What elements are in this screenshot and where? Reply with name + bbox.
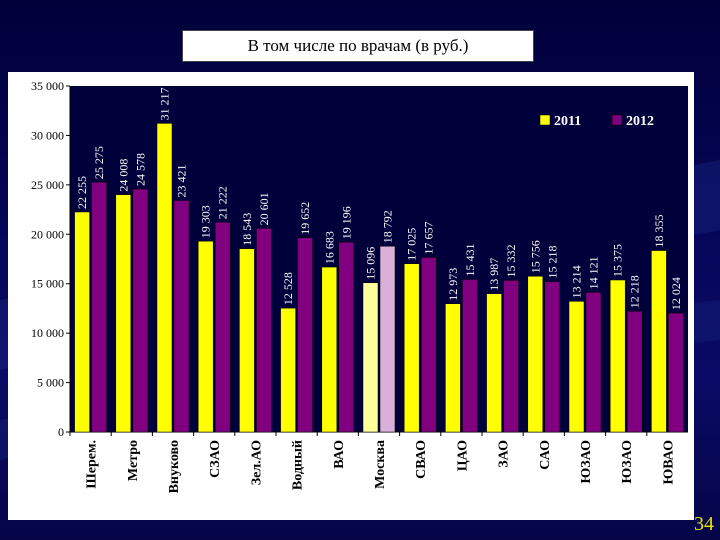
data-label: 17 657	[422, 221, 436, 254]
category-label: СВАО	[414, 440, 429, 479]
data-label: 18 355	[652, 215, 666, 248]
data-label: 20 601	[257, 192, 271, 225]
data-label: 12 024	[669, 277, 683, 310]
data-label: 24 008	[116, 159, 130, 192]
bar-2012-10	[462, 279, 478, 433]
category-label: СЗАО	[208, 440, 223, 478]
data-label: 18 792	[381, 210, 395, 243]
y-tick-label: 20 000	[31, 227, 64, 241]
data-label: 18 543	[240, 213, 254, 246]
data-label: 12 528	[281, 272, 295, 305]
data-label: 15 332	[504, 244, 518, 277]
category-label: Шерем.	[85, 440, 100, 489]
bar-2011-1	[74, 211, 90, 433]
bar-2012-11	[503, 280, 519, 433]
data-label: 31 217	[158, 87, 172, 120]
category-label: Водный	[291, 440, 306, 490]
category-label: Метро	[126, 440, 141, 481]
plot-background	[70, 86, 688, 432]
slide-title: В том числе по врачам (в руб.)	[247, 36, 469, 55]
title-box: В том числе по врачам (в руб.)	[182, 30, 534, 62]
category-label: Зел.АО	[249, 440, 264, 485]
y-tick-label: 10 000	[31, 326, 64, 340]
data-label: 25 275	[92, 146, 106, 179]
legend-swatch	[611, 114, 623, 126]
bar-2011-12	[527, 275, 544, 433]
bar-2012-15	[668, 312, 684, 433]
data-label: 12 973	[446, 268, 460, 301]
data-label: 15 431	[463, 243, 477, 276]
bar-2011-11	[486, 293, 502, 433]
category-label: ЮЗАО	[620, 440, 635, 484]
bar-2011-3	[156, 123, 173, 433]
bar-2011-5	[239, 248, 255, 433]
data-label: 15 375	[611, 244, 625, 277]
bar-2011-6	[280, 307, 296, 433]
category-label: ЦАО	[455, 440, 470, 471]
bar-2011-4	[197, 240, 214, 433]
legend-swatch	[539, 114, 551, 126]
data-label: 22 255	[75, 176, 89, 209]
y-tick-label: 30 000	[31, 128, 64, 142]
bar-2011-15	[651, 250, 667, 433]
bar-2011-13	[568, 301, 585, 433]
y-tick-label: 15 000	[31, 277, 64, 291]
data-label: 21 222	[216, 186, 230, 219]
data-label: 24 578	[133, 153, 147, 186]
y-tick-label: 35 000	[31, 79, 64, 93]
bar-2011-2	[115, 194, 132, 433]
legend-box	[526, 110, 678, 130]
data-label: 15 756	[528, 240, 542, 273]
bar-2012-9	[420, 257, 437, 433]
bar-2012-3	[173, 200, 190, 433]
category-label: Москва	[373, 440, 388, 489]
y-tick-label: 25 000	[31, 178, 64, 192]
data-label: 19 303	[199, 205, 213, 238]
bar-2011-7	[321, 266, 338, 433]
category-label: ЮВАО	[661, 440, 676, 485]
category-label: ВАО	[332, 440, 347, 469]
bar-2012-14	[626, 310, 643, 433]
data-label: 15 218	[545, 246, 559, 279]
data-label: 15 096	[364, 247, 378, 280]
data-label: 13 987	[487, 258, 501, 291]
bar-2012-1	[91, 181, 107, 433]
bar-2012-2	[132, 188, 149, 433]
bar-2011-8	[362, 282, 379, 433]
legend-label: 2012	[626, 114, 654, 129]
data-label: 23 421	[175, 164, 189, 197]
data-label: 12 218	[628, 275, 642, 308]
data-label: 14 121	[587, 256, 601, 289]
bar-2011-14	[609, 279, 626, 433]
y-tick-label: 0	[58, 425, 64, 439]
bar-2012-13	[585, 292, 602, 433]
category-label: Внуково	[167, 440, 182, 493]
bar-2012-8	[379, 245, 396, 433]
data-label: 19 196	[339, 206, 353, 239]
category-label: ЮЗАО	[579, 440, 594, 484]
bar-2012-7	[338, 241, 355, 433]
data-label: 19 652	[298, 202, 312, 235]
bar-2012-12	[544, 281, 561, 433]
data-label: 13 214	[570, 265, 584, 298]
category-label: ЗАО	[497, 440, 512, 468]
bar-chart: 0 5 000 10 000 15 000 20 000 25 000 30 000 35 0…	[31, 79, 688, 493]
category-label: САО	[538, 440, 553, 470]
bar-2011-10	[445, 303, 461, 433]
bar-2012-5	[256, 228, 272, 433]
page-number: 34	[694, 513, 714, 535]
data-label: 17 025	[405, 228, 419, 261]
bar-2012-4	[214, 221, 231, 433]
chart-area: 0 5 000 10 000 15 000 20 000 25 000 30 000 35 0…	[8, 72, 694, 520]
data-label: 16 683	[322, 231, 336, 264]
bar-2011-9	[403, 263, 420, 433]
y-tick-label: 5 000	[37, 376, 64, 390]
legend-label: 2011	[554, 114, 581, 129]
bar-2012-6	[297, 237, 313, 433]
